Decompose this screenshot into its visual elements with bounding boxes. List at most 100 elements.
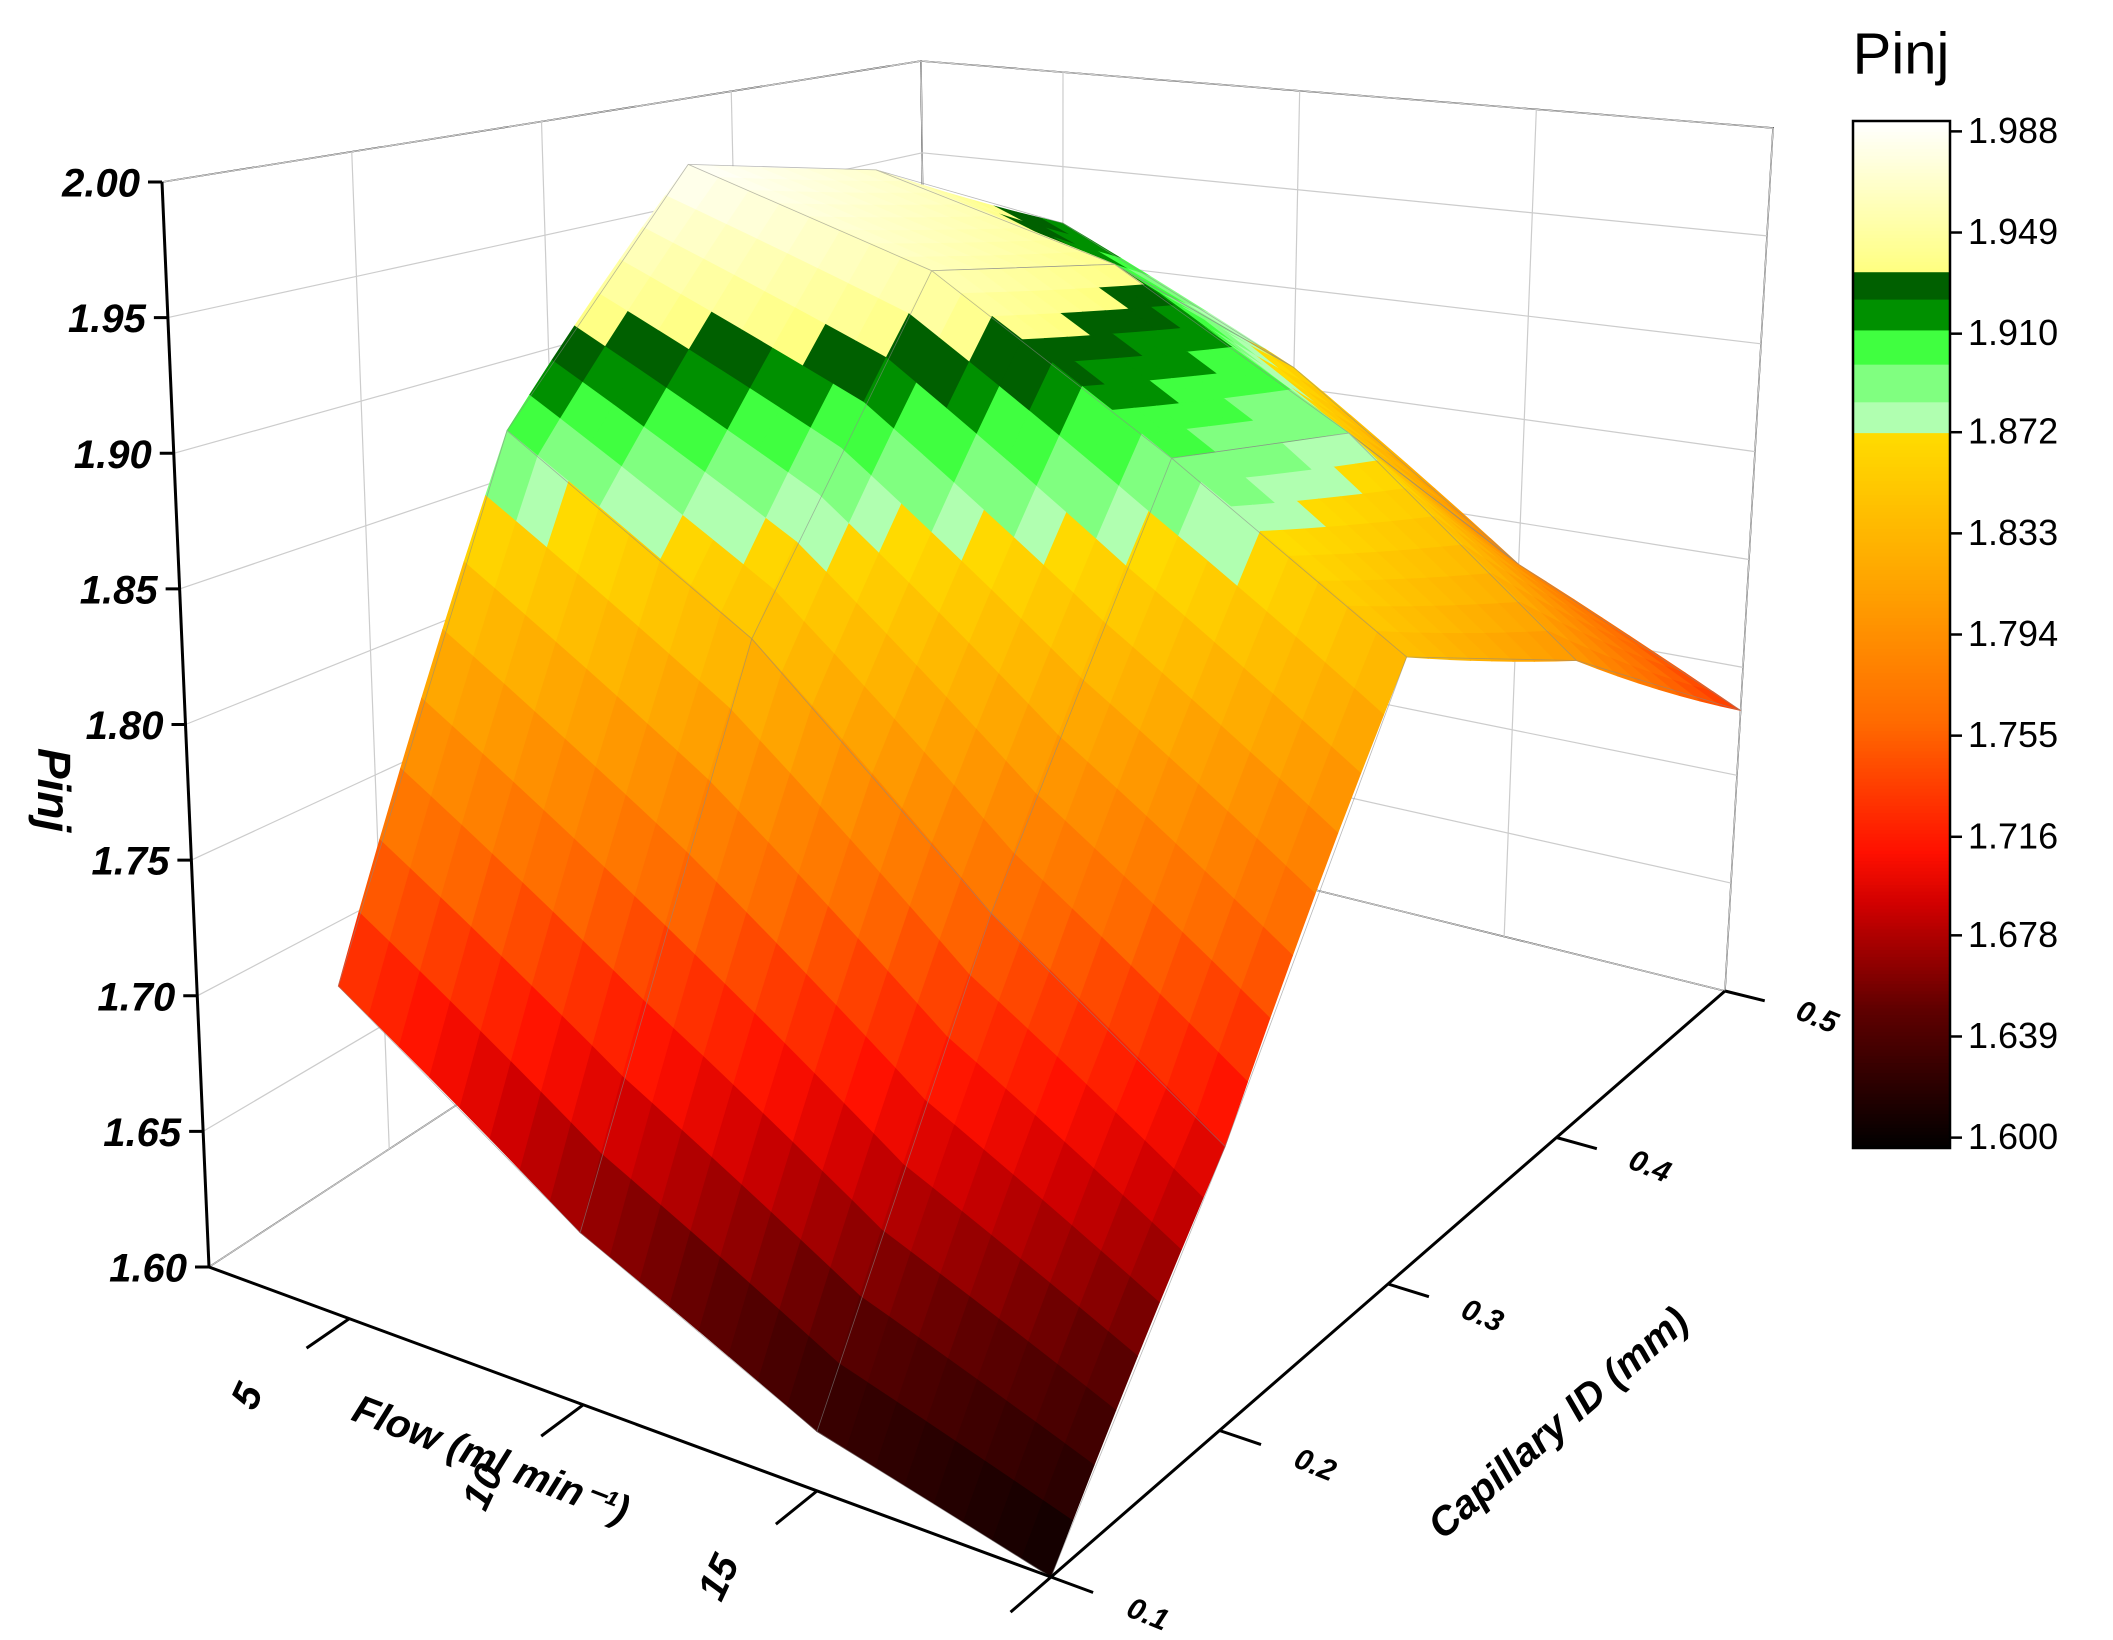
colorbar-segment xyxy=(1853,1144,1950,1149)
colorbar-segment xyxy=(1853,1079,1950,1084)
colorbar-segment xyxy=(1853,227,1950,232)
colorbar-tick-label: 1.755 xyxy=(1968,714,2058,755)
colorbar-segment xyxy=(1853,144,1950,149)
colorbar-segment xyxy=(1853,292,1950,297)
colorbar-segment xyxy=(1853,134,1950,139)
colorbar-segment xyxy=(1853,976,1950,981)
colorbar-segment xyxy=(1853,559,1950,564)
colorbar-segment xyxy=(1853,874,1950,879)
colorbar-segment xyxy=(1853,857,1950,862)
colorbar-segment xyxy=(1853,757,1950,762)
colorbar-segment xyxy=(1853,384,1950,389)
colorbar-tick-label: 1.872 xyxy=(1968,411,2058,452)
colorbar-segment xyxy=(1853,942,1950,947)
colorbar-segment xyxy=(1853,1048,1950,1053)
colorbar-segment xyxy=(1853,233,1950,238)
colorbar-segment xyxy=(1853,189,1950,194)
colorbar-segment xyxy=(1853,1134,1950,1139)
colorbar-segment xyxy=(1853,333,1950,338)
colorbar-segment xyxy=(1853,168,1950,173)
colorbar-segment xyxy=(1853,316,1950,321)
colorbar-segment xyxy=(1853,946,1950,951)
colorbar-segment xyxy=(1853,302,1950,307)
colorbar-segment xyxy=(1853,555,1950,560)
colorbar-segment xyxy=(1853,394,1950,399)
colorbar-segment xyxy=(1853,631,1950,636)
colorbar-segment xyxy=(1853,518,1950,523)
colorbar-segment xyxy=(1853,839,1950,844)
colorbar-segment xyxy=(1853,679,1950,684)
colorbar-segment xyxy=(1853,367,1950,372)
colorbar-segment xyxy=(1853,1007,1950,1012)
colorbar-segment xyxy=(1853,1076,1950,1081)
colorbar-segment xyxy=(1853,206,1950,211)
y-tick xyxy=(1724,989,1766,1003)
colorbar-segment xyxy=(1853,353,1950,358)
colorbar-segment xyxy=(1853,764,1950,769)
colorbar-segment xyxy=(1853,473,1950,478)
colorbar-segment xyxy=(1853,723,1950,728)
colorbar-title: Pinj xyxy=(1853,21,1950,86)
colorbar-segment xyxy=(1853,1113,1950,1118)
colorbar-segment xyxy=(1853,220,1950,225)
colorbar-segment xyxy=(1853,309,1950,314)
colorbar-segment xyxy=(1853,624,1950,629)
colorbar-segment xyxy=(1853,1058,1950,1064)
colorbar-segment xyxy=(1853,853,1950,858)
colorbar-segment xyxy=(1853,922,1950,927)
colorbar-segment xyxy=(1853,655,1950,660)
colorbar-segment xyxy=(1853,261,1950,266)
colorbar-segment xyxy=(1853,1041,1950,1046)
colorbar-segment xyxy=(1853,833,1950,838)
colorbar-segment xyxy=(1853,319,1950,324)
colorbar-segment xyxy=(1853,196,1950,201)
colorbar-segment xyxy=(1853,589,1950,595)
colorbar-segment xyxy=(1853,1086,1950,1091)
x-tick-label: 5 xyxy=(223,1376,273,1415)
colorbar-segment xyxy=(1853,802,1950,807)
colorbar-segment xyxy=(1853,329,1950,334)
colorbar-segment xyxy=(1853,377,1950,382)
colorbar-segment xyxy=(1853,768,1950,773)
colorbar-segment xyxy=(1853,374,1950,379)
colorbar-segment xyxy=(1853,1017,1950,1022)
colorbar-segment xyxy=(1853,251,1950,256)
colorbar-segment xyxy=(1853,713,1950,718)
colorbar-segment xyxy=(1853,791,1950,796)
colorbar-segment xyxy=(1853,524,1950,529)
colorbar-segment xyxy=(1853,990,1950,995)
colorbar-segment xyxy=(1853,449,1950,454)
colorbar-segment xyxy=(1853,884,1950,889)
colorbar-segment xyxy=(1853,928,1950,933)
colorbar-segment xyxy=(1853,1004,1950,1009)
colorbar-segment xyxy=(1853,959,1950,964)
colorbar-segment xyxy=(1853,1028,1950,1033)
colorbar-segment xyxy=(1853,429,1950,434)
colorbar-segment xyxy=(1853,1038,1950,1043)
colorbar-segment xyxy=(1853,230,1950,235)
colorbar-segment xyxy=(1853,822,1950,827)
z-tick-label: 1.75 xyxy=(92,840,171,884)
surface xyxy=(337,163,1741,1578)
colorbar-segment xyxy=(1853,148,1950,153)
colorbar-segment xyxy=(1853,138,1950,143)
z-tick-label: 1.95 xyxy=(68,297,147,341)
colorbar-segment xyxy=(1853,271,1950,276)
colorbar-segment xyxy=(1853,285,1950,290)
colorbar-segment xyxy=(1853,637,1950,642)
colorbar-segment xyxy=(1853,932,1950,937)
z-axis-title: Pinj xyxy=(28,748,80,834)
grid-line xyxy=(1503,109,1537,937)
colorbar-segment xyxy=(1853,661,1950,666)
colorbar-segment xyxy=(1853,935,1950,940)
colorbar-segment xyxy=(1853,439,1950,444)
colorbar-segment xyxy=(1853,1072,1950,1077)
colorbar-tick-label: 1.833 xyxy=(1968,512,2058,553)
colorbar-segment xyxy=(1853,1141,1950,1146)
colorbar-segment xyxy=(1853,980,1950,985)
colorbar-segment xyxy=(1853,685,1950,690)
colorbar-segment xyxy=(1853,1011,1950,1016)
colorbar-segment xyxy=(1853,819,1950,824)
colorbar-segment xyxy=(1853,391,1950,396)
colorbar-segment xyxy=(1853,155,1950,160)
